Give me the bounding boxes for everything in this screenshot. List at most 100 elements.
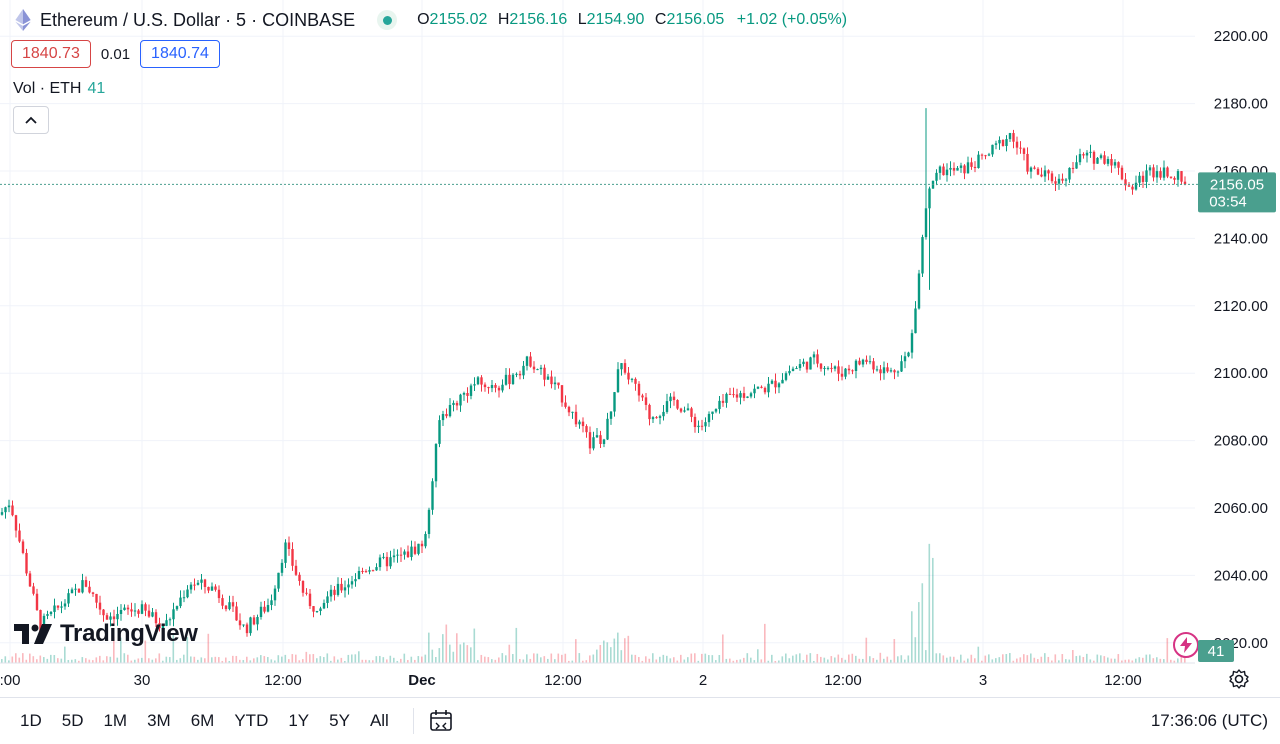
candle [200, 573, 203, 590]
candle [459, 393, 462, 412]
volume-bar [1145, 654, 1148, 663]
volume-bar [1103, 656, 1106, 663]
candle [501, 379, 504, 393]
candle [1012, 129, 1015, 149]
timeframe-1d[interactable]: 1D [20, 711, 42, 730]
candle [392, 548, 396, 563]
volume-bar [750, 657, 752, 663]
buy-button[interactable]: 1840.74 [140, 40, 220, 68]
candle [1036, 167, 1040, 176]
symbol-legend: Ethereum / U.S. Dollar · 5 · COINBASE O2… [14, 8, 847, 32]
volume-bar [953, 656, 955, 663]
candle [546, 373, 550, 380]
volume-bar [57, 658, 59, 663]
x-axis: :00 30 12:00 Dec 12:00 2 12:00 3 12:00 [0, 672, 1142, 689]
candle [1022, 147, 1026, 161]
volume-bar [949, 656, 952, 663]
volume-bar [456, 633, 458, 663]
timeframe-5d[interactable]: 5D [61, 711, 84, 730]
volume-bar [1166, 638, 1169, 663]
utc-clock[interactable]: 17:36:06 (UTC) [1150, 711, 1268, 730]
timeframe-3m[interactable]: 3M [147, 711, 171, 730]
timeframe-1m[interactable]: 1M [103, 711, 128, 730]
sell-button[interactable]: 1840.73 [11, 40, 91, 68]
lightning-icon[interactable] [1173, 632, 1199, 658]
candle [217, 585, 221, 603]
volume-bar [358, 651, 360, 663]
timeframe-ytd[interactable]: YTD [234, 711, 269, 730]
candle [784, 371, 788, 382]
tradingview-logo[interactable]: TradingView [14, 620, 198, 648]
volume-bar [834, 657, 836, 663]
volume-bar [683, 659, 686, 663]
timeframe-6m[interactable]: 6M [190, 711, 215, 730]
candle [567, 405, 571, 417]
volume-bar [1117, 654, 1120, 663]
candle [578, 419, 581, 429]
candle [914, 301, 917, 334]
candle [984, 154, 987, 160]
y-tick-label: 2140.00 [1214, 230, 1268, 247]
candle [833, 365, 837, 372]
calendar-range-icon[interactable] [428, 708, 454, 734]
candle [735, 388, 739, 402]
timeframe-all[interactable]: All [369, 711, 389, 730]
candle [529, 351, 532, 368]
candle [294, 559, 298, 577]
volume-bar [484, 656, 486, 663]
candle [420, 540, 424, 553]
volume-bar [1047, 656, 1050, 663]
volume-bar [841, 657, 843, 663]
candle [336, 577, 340, 597]
candle [175, 605, 179, 611]
candle [595, 428, 599, 438]
candle [1019, 141, 1022, 154]
volume-bar [190, 656, 192, 663]
candle [837, 360, 840, 382]
volume-bar [988, 654, 990, 663]
timeframe-1y[interactable]: 1Y [288, 711, 310, 730]
candle [805, 361, 809, 373]
volume-bar [760, 659, 763, 663]
ethereum-icon [15, 9, 31, 31]
timeframe-5y[interactable]: 5Y [329, 711, 350, 730]
candle [952, 162, 956, 176]
volume-bar [211, 657, 213, 663]
candle [1134, 175, 1138, 191]
volume-bar [645, 656, 647, 663]
chart-area[interactable]: 2200.00 2180.00 2160.00 2140.00 2120.00 2100.… [0, 0, 1280, 697]
candle [616, 362, 620, 393]
candle [1120, 165, 1124, 181]
volume-bar [326, 653, 329, 663]
volume-bar [365, 659, 367, 663]
candle [627, 366, 630, 385]
candle [609, 411, 613, 425]
symbol-title[interactable]: Ethereum / U.S. Dollar · 5 · COINBASE [40, 9, 356, 30]
volume-bar [228, 660, 231, 663]
volume-bar [1156, 657, 1158, 663]
price-chart[interactable]: 2200.002180.002160.002140.002120.002100.… [0, 0, 1280, 697]
volume-bar [375, 656, 378, 663]
volume-bar [1, 659, 3, 663]
candle [550, 370, 553, 389]
change-value: +1.02 (+0.05%) [736, 11, 848, 28]
candle [221, 594, 224, 610]
volume-bar [1051, 660, 1053, 663]
candle [109, 612, 112, 627]
volume-bar [809, 653, 812, 663]
x-tick-label: 12:00 [1104, 672, 1142, 689]
volume-bar [1068, 659, 1071, 663]
candle [893, 369, 896, 380]
candle [291, 542, 294, 571]
candle [252, 614, 256, 626]
gear-icon[interactable] [1228, 668, 1250, 690]
volume-bar [592, 654, 595, 663]
volume-bar [977, 646, 980, 663]
volume-bar [932, 557, 934, 663]
collapse-legend-button[interactable] [13, 106, 49, 134]
candle [378, 554, 382, 571]
volume-bar [491, 659, 493, 663]
volume-bar [113, 636, 115, 663]
volume-bar [837, 654, 840, 663]
candle [998, 136, 1001, 150]
